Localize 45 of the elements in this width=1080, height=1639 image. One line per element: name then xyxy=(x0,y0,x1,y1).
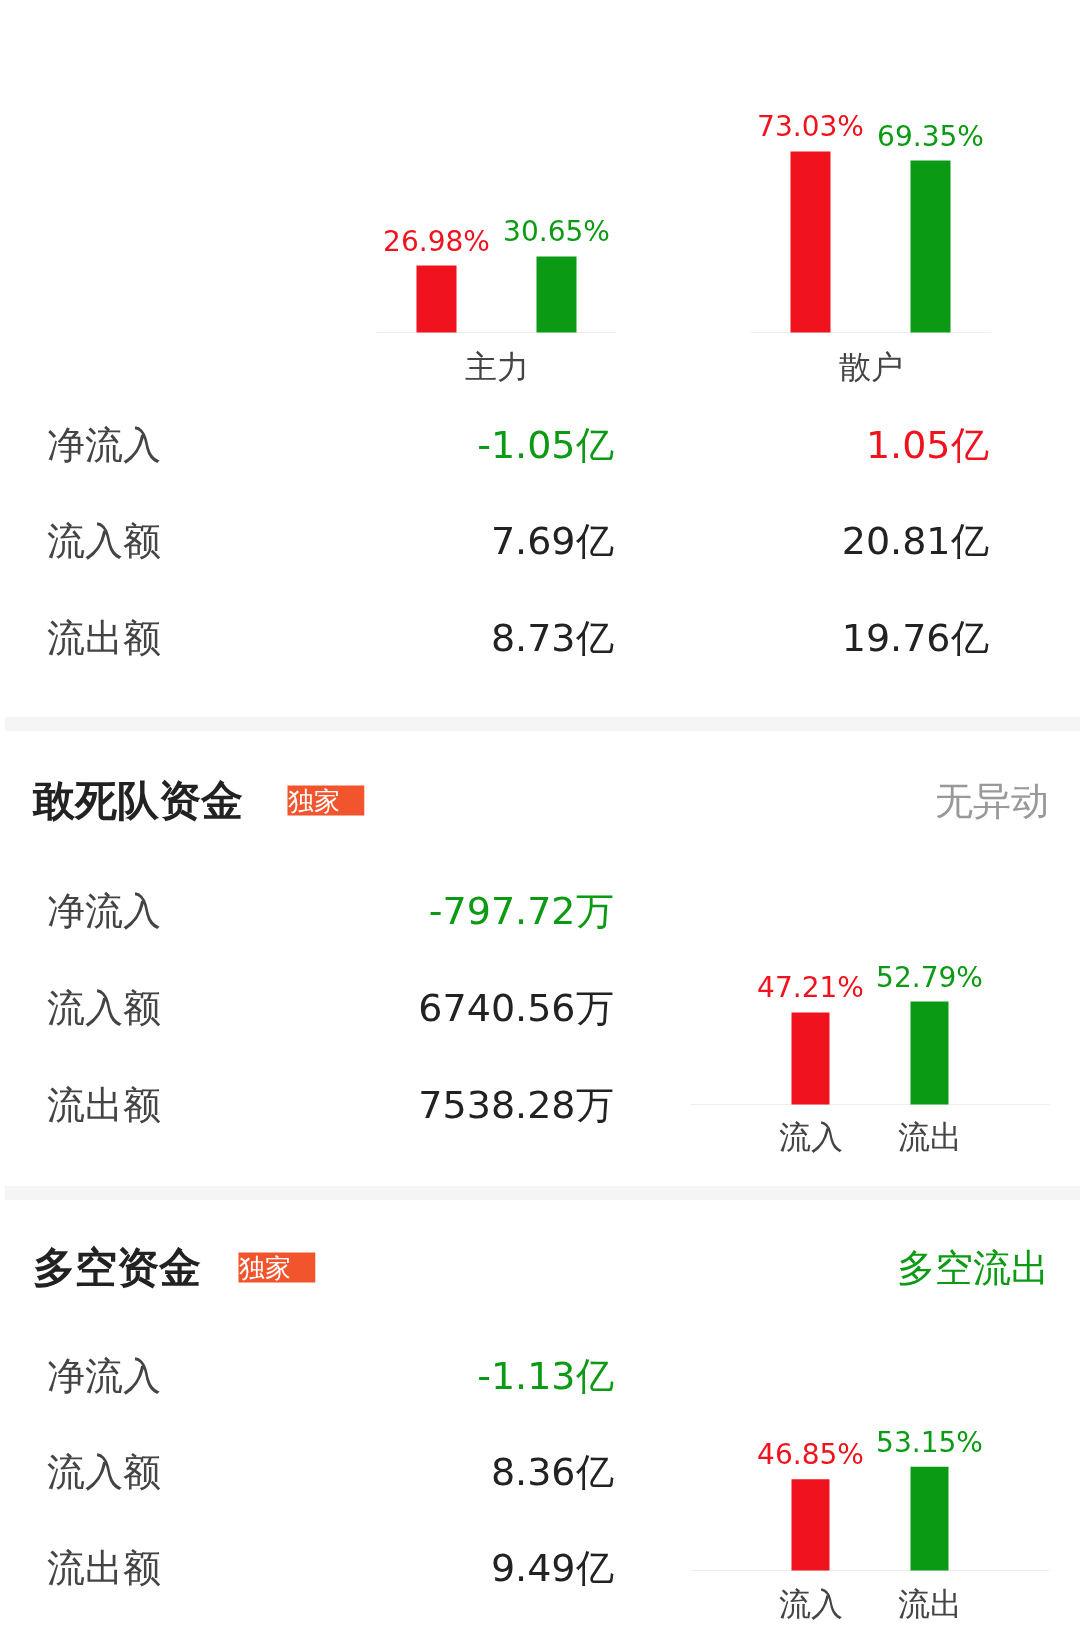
text: 净流入 xyxy=(46,888,161,933)
text: 9.49亿 xyxy=(490,1545,614,1590)
bar xyxy=(790,151,831,333)
text: 流出额 xyxy=(46,1082,161,1127)
text: -1.13亿 xyxy=(477,1353,614,1398)
text: 独家 xyxy=(287,785,340,816)
text: 流出额 xyxy=(46,615,161,660)
text: 7.69亿 xyxy=(490,518,614,563)
data-label: 53.15% xyxy=(876,1425,983,1459)
data-label: 69.35% xyxy=(877,119,984,153)
text: 20.81亿 xyxy=(841,518,989,563)
bar xyxy=(416,265,457,333)
text: 8.73亿 xyxy=(490,615,614,660)
text: 多空资金 xyxy=(32,1243,201,1292)
x-tick-label: 流出 xyxy=(897,1117,962,1156)
data-label: 47.21% xyxy=(757,971,864,1005)
text: 流入额 xyxy=(46,518,161,563)
text: 7538.28万 xyxy=(418,1082,614,1127)
x-tick-label: 流入 xyxy=(778,1584,843,1623)
text: 流出额 xyxy=(46,1545,161,1590)
text: -797.72万 xyxy=(428,888,614,933)
data-label: 52.79% xyxy=(876,960,983,994)
data-label: 46.85% xyxy=(757,1438,864,1472)
x-tick-label: 散户 xyxy=(838,347,903,386)
x-tick-label: 流出 xyxy=(897,1584,962,1623)
text: 1.05亿 xyxy=(865,422,989,467)
data-label: 73.03% xyxy=(757,110,864,144)
x-tick-label: 主力 xyxy=(464,347,529,386)
text: -1.05亿 xyxy=(477,422,614,467)
text: 6740.56万 xyxy=(418,985,614,1030)
text: 净流入 xyxy=(46,1353,161,1398)
text: 独家 xyxy=(238,1252,291,1283)
text: 无异动 xyxy=(934,778,1049,823)
bar xyxy=(910,160,951,333)
text: 19.76亿 xyxy=(841,615,989,660)
data-label: 26.98% xyxy=(383,224,490,258)
text: 8.36亿 xyxy=(490,1449,614,1494)
bar xyxy=(536,256,577,333)
text: 多空流出 xyxy=(896,1245,1049,1290)
x-tick-label: 流入 xyxy=(778,1117,843,1156)
text: 流入额 xyxy=(46,985,161,1030)
text: 流入额 xyxy=(46,1449,161,1494)
text: 敢死队资金 xyxy=(31,776,243,825)
data-label: 30.65% xyxy=(503,215,610,249)
text: 净流入 xyxy=(46,422,161,467)
